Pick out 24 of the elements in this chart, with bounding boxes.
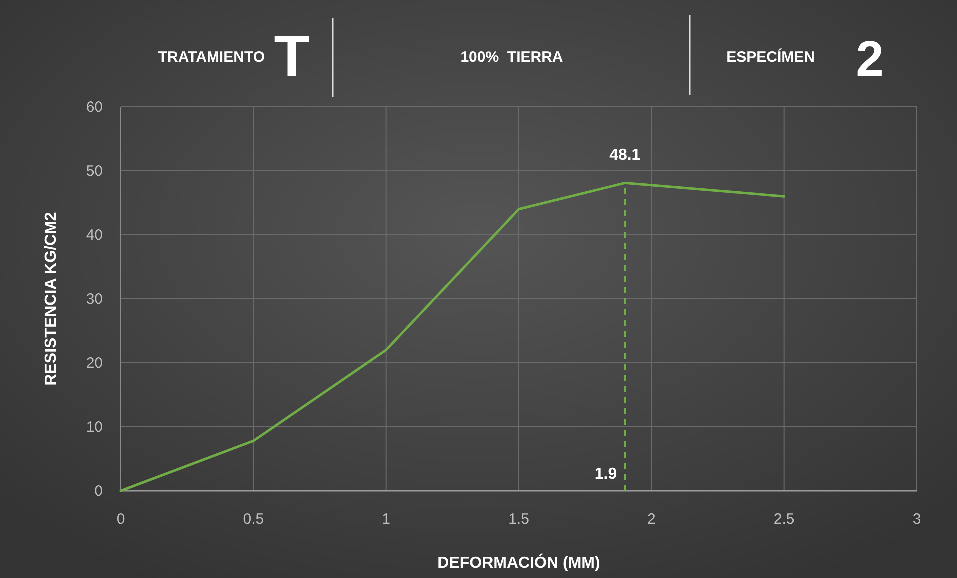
x-tick-label: 3 [912, 511, 922, 528]
y-tick-label: 30 [86, 291, 103, 308]
x-tick-label: 1.5 [508, 511, 530, 528]
text: TRATAMIENTO [158, 49, 266, 66]
x-tick-label: 2 [647, 511, 656, 528]
y-tick-label: 20 [86, 355, 103, 372]
text: ESPECÍMEN [726, 48, 815, 66]
y-tick-label: 0 [94, 483, 103, 500]
line-series [120, 182, 786, 492]
y-tick-label: 40 [86, 227, 103, 244]
text: 2 [856, 31, 884, 87]
y-tick-label: 50 [86, 163, 103, 180]
text: T [274, 24, 310, 89]
annotation: 48.1 [610, 147, 641, 164]
x-tick-label: 0.5 [243, 511, 264, 528]
x-axis-title: DEFORMACIÓN (MM) [438, 553, 600, 572]
x-tick-label: 0 [116, 511, 126, 528]
y-tick-label: 60 [86, 99, 103, 116]
x-tick-label: 1 [382, 511, 391, 528]
y-axis-title: RESISTENCIA KG/CM2 [43, 212, 60, 386]
ref-line-label: 1.9 [594, 466, 618, 483]
text: 100% TIERRA [460, 49, 564, 66]
y-tick-label: 10 [86, 419, 103, 436]
x-tick-label: 2.5 [774, 511, 795, 528]
